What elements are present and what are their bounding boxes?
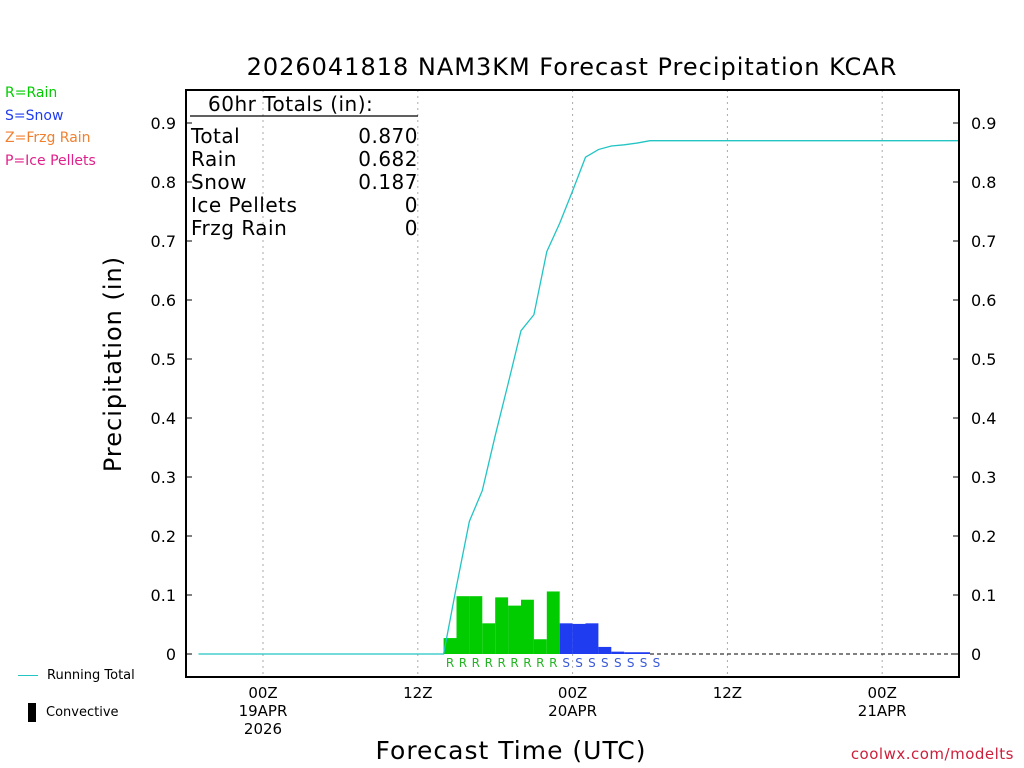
y-tick-label-left: 0.6 xyxy=(151,291,176,310)
precip-bar-12 xyxy=(585,623,599,654)
ptype-label: S xyxy=(601,656,609,670)
convective-swatch xyxy=(28,703,36,722)
precip-bar-4 xyxy=(482,623,496,654)
y-tick-label-right: 0.1 xyxy=(971,586,996,605)
precip-bar-15 xyxy=(624,652,650,654)
precip-bar-8 xyxy=(533,639,547,654)
totals-value: 0.870 xyxy=(358,124,418,148)
ptype-label: R xyxy=(485,656,493,670)
y-tick-label-right: 0.9 xyxy=(971,114,996,133)
ptype-label: S xyxy=(640,656,648,670)
x-axis-label: Forecast Time (UTC) xyxy=(376,736,647,765)
y-tick-label-right: 0 xyxy=(971,645,981,664)
precip-bar-3 xyxy=(469,596,483,654)
x-tick-label: 21APR xyxy=(858,702,907,720)
x-tick-label: 2026 xyxy=(244,720,282,738)
ptype-label: S xyxy=(614,656,622,670)
convective-legend: Convective xyxy=(18,703,119,722)
y-tick-label-left: 0.3 xyxy=(151,468,176,487)
x-tick-label: 12Z xyxy=(713,684,742,702)
running-total-legend: Running Total xyxy=(18,668,135,683)
y-axis-label: Precipitation (in) xyxy=(99,256,127,472)
totals-label: Snow xyxy=(191,170,247,194)
running-total-line xyxy=(198,140,959,655)
y-tick-label-right: 0.6 xyxy=(971,291,996,310)
x-tick-label: 12Z xyxy=(403,684,432,702)
y-tick-label-right: 0.8 xyxy=(971,173,996,192)
x-tick-label: 00Z xyxy=(248,684,277,702)
x-tick-label: 00Z xyxy=(868,684,897,702)
totals-label: Rain xyxy=(191,147,237,171)
ptype-label: R xyxy=(536,656,544,670)
precip-bar-10 xyxy=(559,623,573,654)
ptype-label: R xyxy=(497,656,505,670)
x-tick-label: 20APR xyxy=(548,702,597,720)
precip-bar-11 xyxy=(572,623,586,654)
y-tick-label-left: 0.4 xyxy=(151,409,176,428)
legend-frzg-rain: Z=Frzg Rain xyxy=(5,130,91,146)
y-tick-label-right: 0.3 xyxy=(971,468,996,487)
ptype-label: R xyxy=(523,656,531,670)
totals-value: 0 xyxy=(405,216,418,240)
y-tick-label-right: 0.4 xyxy=(971,409,996,428)
y-tick-label-left: 0.5 xyxy=(151,350,176,369)
totals-value: 0 xyxy=(405,193,418,217)
ptype-label: S xyxy=(588,656,596,670)
legend-snow: S=Snow xyxy=(5,107,64,124)
legend-ice-pellets: P=Ice Pellets xyxy=(5,152,96,169)
y-tick-label-right: 0.2 xyxy=(971,527,996,546)
precip-bar-9 xyxy=(546,591,560,654)
running-total-swatch xyxy=(18,675,38,676)
ptype-label: R xyxy=(459,656,467,670)
plot-frame xyxy=(185,89,960,678)
precip-bar-7 xyxy=(521,599,534,654)
x-tick-label: 00Z xyxy=(558,684,587,702)
precip-bar-1 xyxy=(443,638,457,654)
precip-bar-14 xyxy=(611,651,625,654)
ptype-label: S xyxy=(653,656,661,670)
ptype-label: R xyxy=(549,656,557,670)
y-tick-label-left: 0.1 xyxy=(151,586,176,605)
ptype-label: R xyxy=(472,656,480,670)
y-tick-label-left: 0.8 xyxy=(151,173,176,192)
ptype-label: S xyxy=(627,656,635,670)
ptype-label: R xyxy=(510,656,518,670)
legend-rain: R=Rain xyxy=(5,85,58,101)
y-tick-label-left: 0 xyxy=(166,645,176,664)
running-total-legend-label: Running Total xyxy=(47,668,135,683)
ptype-legend: R=Rain S=Snow Z=Frzg Rain P=Ice Pellets xyxy=(5,82,96,172)
totals-value: 0.682 xyxy=(358,147,418,171)
y-tick-label-right: 0.7 xyxy=(971,232,996,251)
totals-label: Total xyxy=(190,124,240,148)
y-tick-label-left: 0.7 xyxy=(151,232,176,251)
y-tick-label-right: 0.5 xyxy=(971,350,996,369)
credit-text: coolwx.com/modelts xyxy=(850,745,1014,763)
ptype-label: R xyxy=(446,656,454,670)
ptype-label: S xyxy=(562,656,570,670)
precip-bar-5 xyxy=(495,597,509,654)
precip-bar-6 xyxy=(508,605,521,654)
totals-heading: 60hr Totals (in): xyxy=(208,92,373,116)
convective-legend-label: Convective xyxy=(46,705,119,720)
x-tick-label: 19APR xyxy=(239,702,288,720)
precip-bar-13 xyxy=(598,646,612,654)
ptype-label: S xyxy=(575,656,583,670)
y-tick-label-left: 0.2 xyxy=(151,527,176,546)
y-tick-label-left: 0.9 xyxy=(151,114,176,133)
totals-label: Frzg Rain xyxy=(191,216,287,240)
totals-value: 0.187 xyxy=(358,170,418,194)
totals-label: Ice Pellets xyxy=(191,193,297,217)
precip-bar-2 xyxy=(456,596,470,654)
chart-title: 2026041818 NAM3KM Forecast Precipitation… xyxy=(247,53,898,81)
